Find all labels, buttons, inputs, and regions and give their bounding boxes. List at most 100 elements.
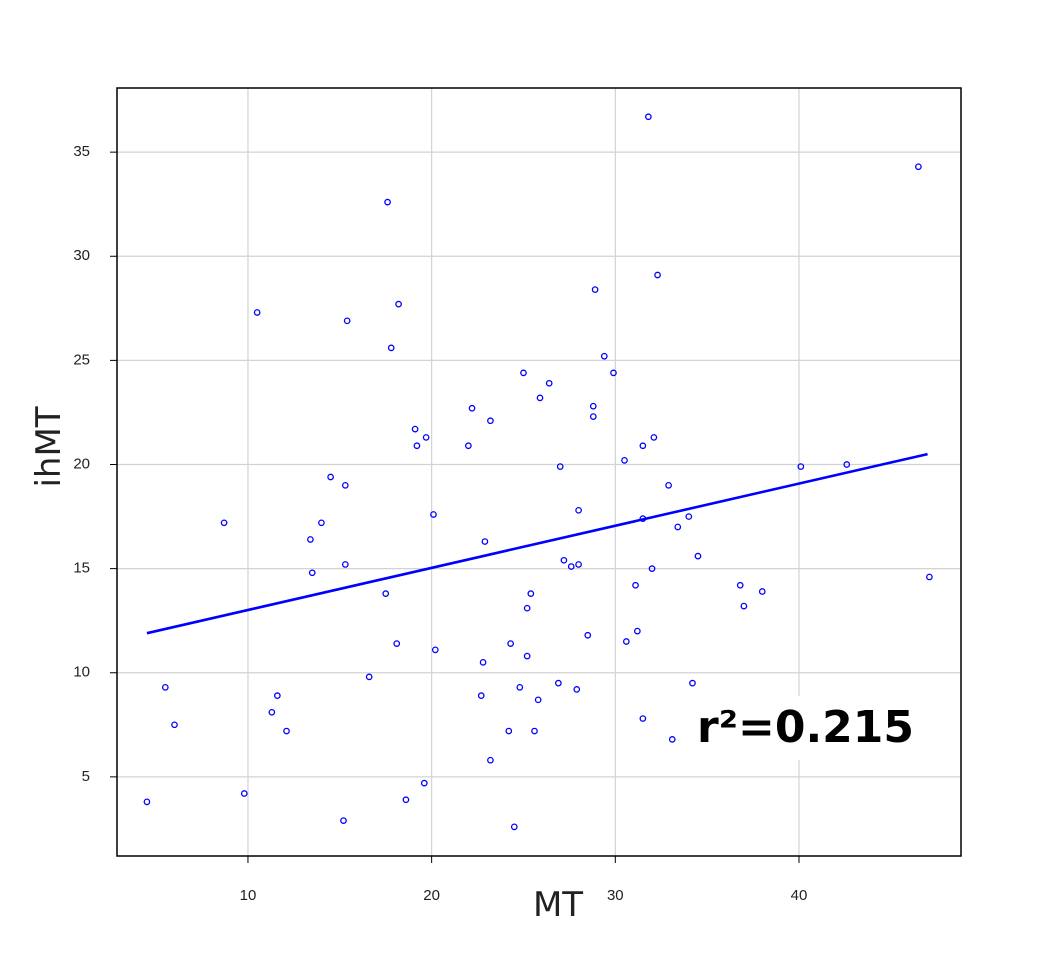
point	[621, 456, 628, 464]
x-tick-label: 40	[791, 887, 808, 904]
point	[575, 561, 582, 568]
point	[736, 581, 744, 589]
point	[520, 369, 527, 377]
point	[639, 715, 647, 722]
point	[327, 473, 334, 481]
point	[610, 369, 617, 377]
point	[531, 727, 538, 735]
point	[479, 658, 487, 666]
point	[507, 640, 514, 647]
x-tick-label: 10	[240, 887, 257, 904]
point	[567, 563, 575, 570]
point	[468, 404, 476, 412]
point	[668, 736, 676, 743]
y-tick-label: 15	[73, 560, 90, 577]
regression-line	[146, 452, 928, 635]
point	[527, 590, 535, 597]
x-tick-label: 20	[423, 887, 440, 904]
point	[283, 727, 290, 735]
point	[393, 640, 401, 647]
point	[797, 463, 805, 470]
point	[395, 300, 402, 308]
point	[674, 523, 682, 531]
point	[556, 463, 564, 470]
point	[240, 790, 248, 797]
point	[341, 561, 349, 568]
point	[481, 538, 489, 545]
point	[413, 442, 421, 450]
point	[343, 317, 351, 325]
point	[639, 442, 647, 450]
point	[523, 652, 531, 660]
point	[384, 198, 391, 206]
point	[465, 442, 472, 450]
point	[665, 481, 672, 489]
point	[220, 519, 228, 527]
point	[555, 679, 562, 687]
point	[477, 692, 485, 700]
point	[308, 569, 316, 577]
point	[591, 286, 599, 293]
point	[402, 796, 410, 804]
y-tick-label: 5	[82, 768, 90, 785]
point	[740, 602, 748, 610]
point	[685, 513, 693, 520]
annotation-bg	[690, 696, 910, 760]
point	[634, 627, 641, 635]
point	[560, 556, 568, 564]
annotation: r²=0.215	[697, 702, 914, 753]
point	[843, 461, 851, 468]
point	[694, 552, 702, 560]
point	[318, 519, 325, 527]
point	[648, 565, 656, 572]
point	[573, 686, 581, 693]
point	[307, 536, 314, 543]
point	[422, 434, 430, 441]
point	[534, 696, 542, 704]
point	[915, 163, 922, 171]
point	[365, 673, 373, 681]
point	[382, 590, 390, 597]
point	[645, 113, 652, 121]
point	[632, 581, 639, 589]
x-tick-label: 30	[607, 887, 624, 904]
point	[654, 271, 661, 279]
point	[340, 817, 347, 824]
y-tick-label: 20	[73, 455, 90, 472]
plot-frame	[116, 87, 962, 857]
point	[341, 481, 349, 489]
point	[516, 683, 524, 691]
point	[758, 588, 766, 595]
point	[268, 708, 276, 716]
point	[689, 679, 696, 687]
point	[487, 417, 494, 425]
point	[387, 344, 395, 352]
point	[487, 756, 494, 764]
point	[600, 352, 608, 360]
point	[584, 631, 592, 639]
point	[143, 798, 151, 806]
point	[650, 434, 658, 441]
y-axis-label: ihMT	[29, 406, 69, 487]
y-tick-label: 30	[73, 247, 90, 264]
point	[274, 692, 281, 700]
point	[589, 413, 597, 420]
point	[411, 425, 419, 433]
y-tick-label: 10	[73, 664, 90, 681]
point	[171, 721, 178, 729]
point	[430, 511, 437, 518]
point	[253, 309, 261, 316]
point	[161, 683, 169, 691]
point	[589, 402, 597, 410]
point	[420, 779, 428, 787]
point	[505, 727, 513, 735]
point	[575, 506, 582, 514]
point	[431, 646, 439, 654]
y-tick-label: 35	[73, 143, 90, 160]
x-axis-label: MT	[533, 885, 583, 925]
point	[523, 604, 531, 612]
y-tick-label: 25	[73, 351, 90, 368]
point	[545, 379, 553, 387]
point	[536, 394, 544, 402]
